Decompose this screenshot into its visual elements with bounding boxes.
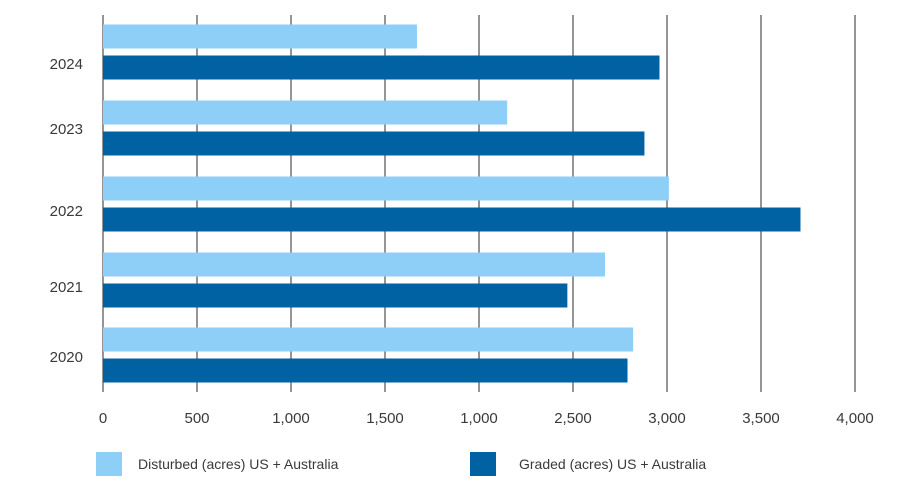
bar-disturbed-2020 xyxy=(103,327,634,352)
bar-graded-2024 xyxy=(103,55,660,80)
x-tick-label: 1,000 xyxy=(272,410,310,427)
x-tick-label: 1,000 xyxy=(460,410,498,427)
x-tick-label: 3,000 xyxy=(648,410,686,427)
x-axis: 0 500 1,000 1,500 1,000 2,500 3,000 3,500 4,000 xyxy=(99,410,874,427)
x-tick-label: 1,500 xyxy=(366,410,404,427)
legend-swatch xyxy=(96,452,122,476)
legend-label: Graded (acres) US + Australia xyxy=(519,456,706,472)
bar-graded-2020 xyxy=(103,358,628,383)
bar-graded-2022 xyxy=(103,207,801,232)
bar-disturbed-2022 xyxy=(103,176,669,201)
legend: Disturbed (acres) US + Australia Graded (… xyxy=(96,452,706,476)
x-tick-label: 2,500 xyxy=(554,410,592,427)
bar-disturbed-2021 xyxy=(103,252,605,277)
category-label: 2020 xyxy=(50,349,83,366)
x-tick-label: 0 xyxy=(99,410,107,427)
legend-label: Disturbed (acres) US + Australia xyxy=(138,456,339,472)
bar-graded-2021 xyxy=(103,283,568,308)
category-label: 2022 xyxy=(50,203,83,220)
category-label: 2023 xyxy=(50,121,83,138)
y-axis: 2024 2023 2022 2021 2020 xyxy=(50,56,83,366)
x-tick-label: 500 xyxy=(184,410,209,427)
x-tick-label: 3,500 xyxy=(742,410,780,427)
bar-disturbed-2024 xyxy=(103,24,417,49)
legend-swatch xyxy=(470,452,496,476)
bar-disturbed-2023 xyxy=(103,100,508,125)
category-label: 2024 xyxy=(50,56,83,73)
bars xyxy=(103,24,801,383)
bar-graded-2023 xyxy=(103,131,645,156)
x-tick-label: 4,000 xyxy=(836,410,874,427)
category-label: 2021 xyxy=(50,279,83,296)
